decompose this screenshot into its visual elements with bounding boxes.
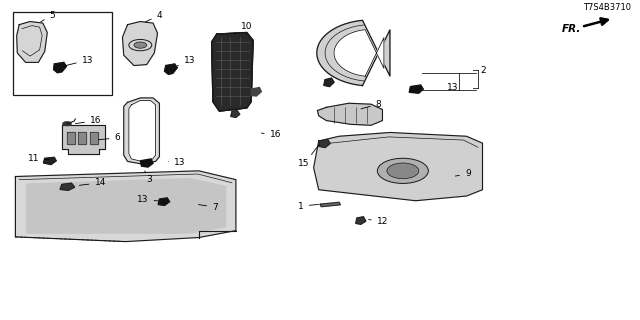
Polygon shape — [15, 171, 236, 242]
Circle shape — [63, 122, 72, 126]
Polygon shape — [67, 132, 75, 143]
Polygon shape — [129, 100, 156, 161]
Text: 2: 2 — [481, 66, 486, 75]
Text: 13: 13 — [168, 158, 186, 167]
Text: 1: 1 — [298, 202, 319, 211]
Polygon shape — [54, 62, 67, 73]
Circle shape — [134, 42, 147, 48]
Polygon shape — [319, 140, 330, 148]
Text: 15: 15 — [298, 144, 319, 168]
Text: 10: 10 — [234, 22, 252, 34]
Text: 11: 11 — [28, 155, 49, 164]
Text: T7S4B3710: T7S4B3710 — [583, 3, 631, 12]
Text: 13: 13 — [65, 56, 93, 66]
Text: 12: 12 — [369, 217, 388, 226]
Polygon shape — [356, 217, 366, 224]
Text: 13: 13 — [177, 56, 195, 66]
Polygon shape — [90, 132, 98, 143]
Polygon shape — [62, 125, 105, 154]
Polygon shape — [212, 33, 253, 111]
Polygon shape — [324, 78, 334, 87]
Polygon shape — [17, 21, 47, 62]
Text: 5: 5 — [41, 11, 55, 22]
Polygon shape — [409, 85, 423, 93]
Text: 16: 16 — [261, 130, 281, 139]
Text: 3: 3 — [145, 171, 152, 184]
Polygon shape — [60, 183, 75, 190]
Text: 6: 6 — [99, 133, 120, 142]
Polygon shape — [320, 202, 340, 207]
Text: 16: 16 — [76, 116, 102, 125]
Circle shape — [378, 158, 428, 183]
Polygon shape — [317, 20, 390, 85]
Polygon shape — [334, 30, 384, 76]
Text: 4: 4 — [145, 11, 162, 22]
Polygon shape — [231, 110, 240, 117]
Text: 13: 13 — [137, 195, 158, 204]
Polygon shape — [164, 64, 177, 74]
Polygon shape — [27, 179, 226, 233]
Text: 9: 9 — [455, 170, 470, 179]
Text: 13: 13 — [447, 83, 459, 92]
Circle shape — [387, 163, 419, 179]
Text: 8: 8 — [361, 100, 381, 109]
Bar — [13, 12, 111, 95]
Polygon shape — [314, 132, 483, 201]
Polygon shape — [124, 98, 159, 164]
Polygon shape — [79, 132, 86, 143]
Text: FR.: FR. — [562, 24, 581, 34]
Polygon shape — [251, 88, 261, 96]
Polygon shape — [317, 103, 383, 125]
Polygon shape — [140, 159, 153, 167]
Polygon shape — [44, 157, 56, 164]
Text: 7: 7 — [198, 203, 218, 212]
Polygon shape — [158, 198, 170, 205]
Polygon shape — [122, 21, 157, 66]
Text: 14: 14 — [79, 178, 106, 187]
